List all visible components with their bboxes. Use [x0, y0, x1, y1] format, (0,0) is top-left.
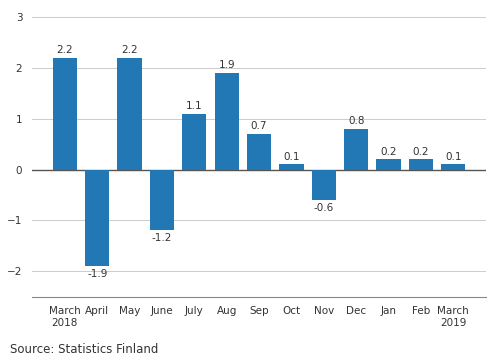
Text: 2.2: 2.2: [121, 45, 138, 55]
Text: 0.7: 0.7: [251, 121, 267, 131]
Text: -1.9: -1.9: [87, 269, 107, 279]
Bar: [117, 58, 141, 170]
Bar: [376, 159, 401, 170]
Text: 0.2: 0.2: [380, 147, 397, 157]
Bar: [279, 165, 304, 170]
Text: -1.2: -1.2: [152, 233, 172, 243]
Text: 0.2: 0.2: [413, 147, 429, 157]
Text: 1.1: 1.1: [186, 101, 203, 111]
Text: 0.1: 0.1: [445, 152, 461, 162]
Bar: [312, 170, 336, 200]
Bar: [344, 129, 368, 170]
Text: 2.2: 2.2: [57, 45, 73, 55]
Text: 0.8: 0.8: [348, 116, 364, 126]
Bar: [182, 114, 207, 170]
Bar: [409, 159, 433, 170]
Bar: [214, 73, 239, 170]
Bar: [53, 58, 77, 170]
Text: 0.1: 0.1: [283, 152, 300, 162]
Bar: [247, 134, 271, 170]
Bar: [441, 165, 465, 170]
Text: 1.9: 1.9: [218, 60, 235, 71]
Bar: [150, 170, 174, 230]
Text: Source: Statistics Finland: Source: Statistics Finland: [10, 343, 158, 356]
Bar: [85, 170, 109, 266]
Text: -0.6: -0.6: [314, 203, 334, 212]
